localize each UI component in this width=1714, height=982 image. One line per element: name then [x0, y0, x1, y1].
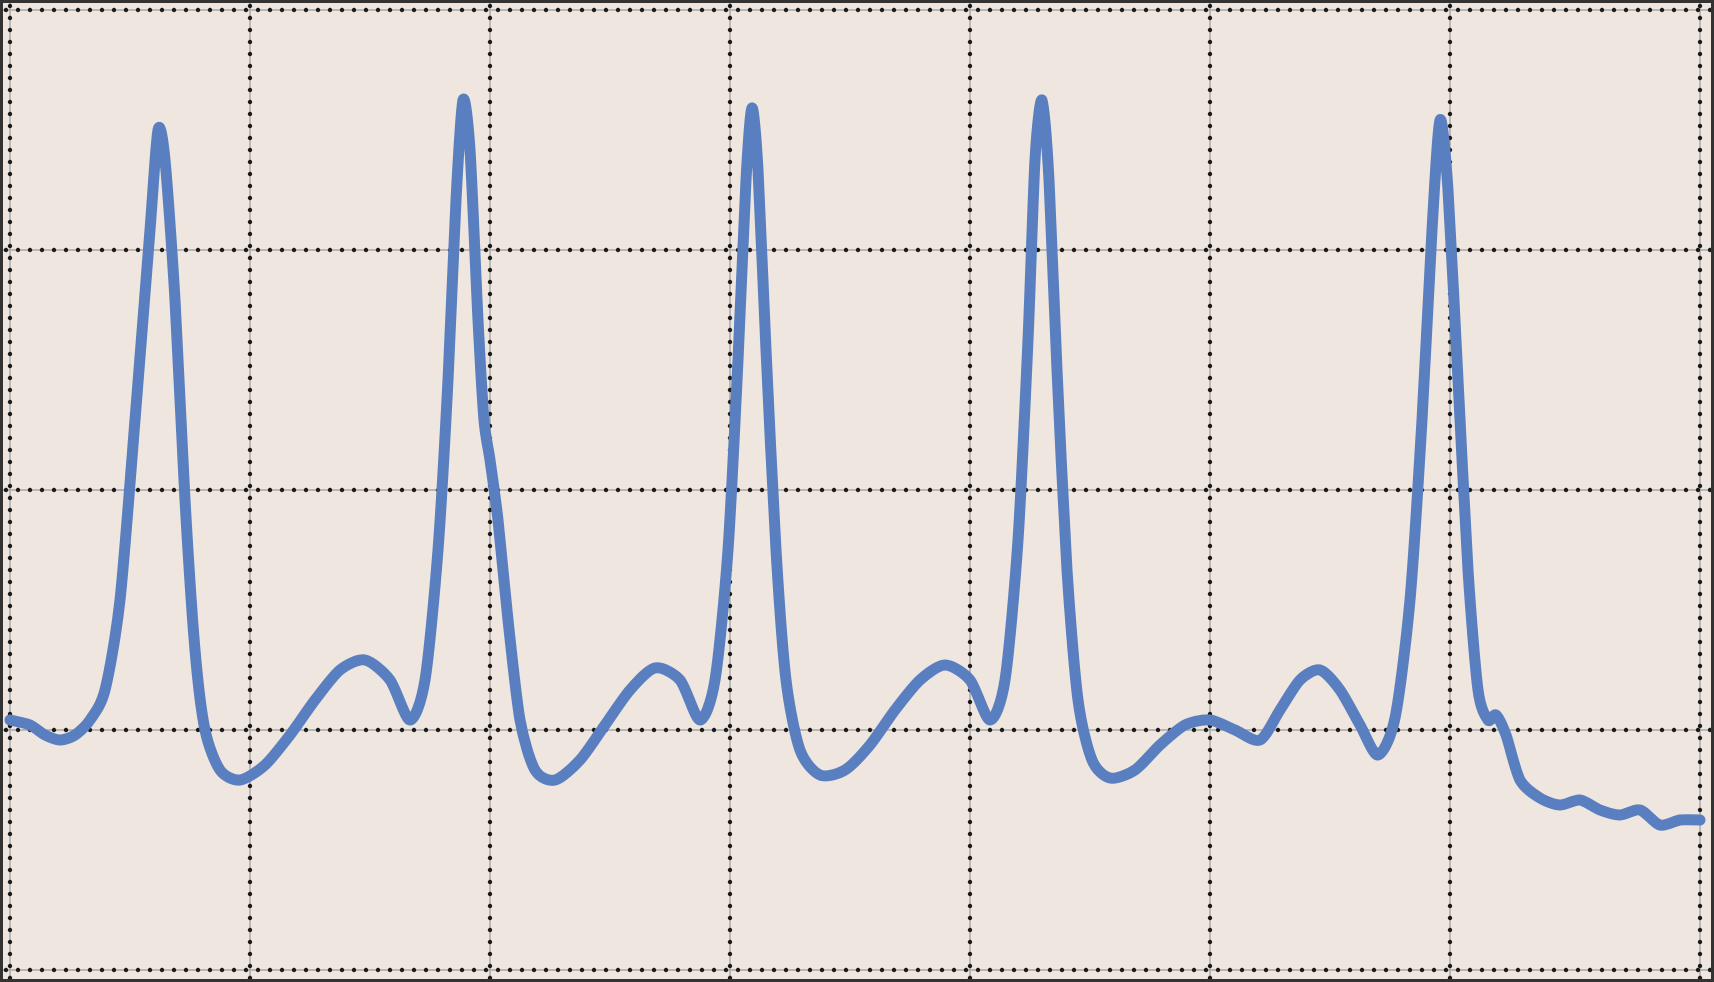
ecg-chart: [0, 0, 1714, 982]
ecg-svg: [0, 0, 1714, 982]
